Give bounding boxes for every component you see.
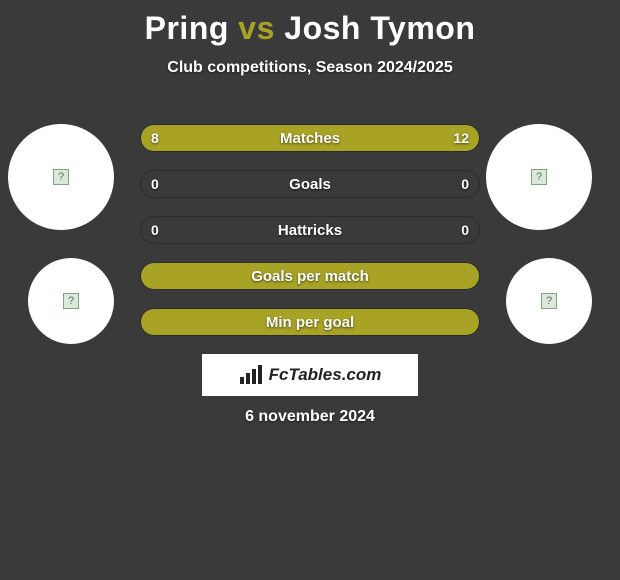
bar-label: Goals: [141, 171, 479, 197]
bars-chart-icon: [239, 365, 263, 385]
comparison-title: Pring vs Josh Tymon: [0, 0, 620, 47]
bar-value-left: 0: [151, 171, 159, 197]
brand-text: FcTables.com: [269, 365, 382, 385]
generated-date: 6 november 2024: [0, 408, 620, 426]
bar-label: Matches: [141, 125, 479, 151]
player2-name: Josh Tymon: [284, 10, 475, 46]
avatar-club1: [28, 258, 114, 344]
stat-bar-row: Hattricks0 0: [140, 216, 480, 244]
stat-bar-row: Goals per match: [140, 262, 480, 290]
bar-value-left: 8: [151, 125, 159, 151]
avatar-club2: [506, 258, 592, 344]
bar-value-right: 12: [453, 125, 469, 151]
stat-bars: Matches812Goals00Hattricks00Goals per ma…: [140, 124, 480, 354]
bar-label: Goals per match: [141, 263, 479, 289]
bar-label: Min per goal: [141, 309, 479, 335]
image-placeholder-icon: [541, 293, 557, 309]
stat-bar-row: Goals0 0: [140, 170, 480, 198]
image-placeholder-icon: [63, 293, 79, 309]
bar-value-right: 0: [461, 217, 469, 243]
bar-value-left: 0: [151, 217, 159, 243]
bar-label: Hattricks: [141, 217, 479, 243]
stat-bar-row: Matches8 12: [140, 124, 480, 152]
bar-value-right: 0: [461, 171, 469, 197]
image-placeholder-icon: [531, 169, 547, 185]
subtitle: Club competitions, Season 2024/2025: [0, 59, 620, 77]
brand-box: FcTables.com: [202, 354, 418, 396]
stat-bar-row: Min per goal: [140, 308, 480, 336]
vs-separator: vs: [238, 10, 275, 46]
avatar-player1-large: [8, 124, 114, 230]
avatar-player2-large: [486, 124, 592, 230]
image-placeholder-icon: [53, 169, 69, 185]
player1-name: Pring: [145, 10, 229, 46]
